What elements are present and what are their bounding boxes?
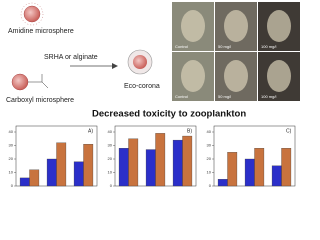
bar [73,161,84,187]
photo-label: Control [175,94,188,99]
zooplankton [224,60,248,92]
y-tick-label: 40 [207,129,212,134]
corona-label: Eco-corona [124,83,160,90]
zooplankton [267,10,291,42]
bar [182,135,193,187]
zooplankton [224,10,248,42]
bar [128,138,139,187]
bar [281,148,292,187]
y-tick-label: 10 [9,170,14,175]
zooplankton [181,60,205,92]
headline: Decreased toxicity to zooplankton [92,109,246,120]
bar [254,148,265,187]
carboxyl-label: Carboxyl microsphere [6,97,74,104]
photo-grid: Control 50 mg/l 100 mg/l Control 50 mg/l 100 … [172,2,300,101]
photo-label: 100 mg/l [261,94,276,99]
amidine-sphere [20,2,44,26]
bar [155,133,166,187]
bar [271,165,282,187]
panel-label: A) [88,128,93,134]
bar [83,143,94,187]
y-tick-label: 30 [9,143,14,148]
graphical-abstract: Amidine microsphere SRHA or alginate Eco… [6,2,300,188]
bar [118,148,129,187]
bar [244,158,255,187]
photo-label: Control [175,44,188,49]
photo-label: 50 mg/l [218,94,231,99]
zooplankton [181,10,205,42]
y-tick-label: 10 [207,170,212,175]
amidine-label: Amidine microsphere [8,28,74,35]
y-tick-label: 0 [110,183,113,188]
bar [56,142,67,187]
corona-sphere [127,49,153,75]
bar [29,169,40,187]
charts: 0 10 20 30 40 A) 0 10 20 30 40 B) 0 10 20 30 40 C) [9,125,296,188]
photo-label: 50 mg/l [218,44,231,49]
bar [217,179,228,187]
y-tick-label: 40 [108,129,113,134]
panel-label: B) [187,128,192,134]
y-tick-label: 10 [108,170,113,175]
bar [227,152,238,187]
photo-label: 100 mg/l [261,44,276,49]
y-tick-label: 20 [207,156,212,161]
bar [19,177,30,187]
carboxyl-sphere [11,73,49,91]
y-tick-label: 20 [108,156,113,161]
agent-label: SRHA or alginate [44,54,98,61]
y-tick-label: 30 [207,143,212,148]
y-tick-label: 0 [11,183,14,188]
bar [172,139,183,187]
y-tick-label: 40 [9,129,14,134]
panel-label: C) [286,128,292,134]
y-tick-label: 30 [108,143,113,148]
arrow-head [112,63,118,69]
y-tick-label: 0 [209,183,212,188]
y-tick-label: 20 [9,156,14,161]
bar [46,158,57,187]
zooplankton [267,60,291,92]
bar [145,149,156,187]
